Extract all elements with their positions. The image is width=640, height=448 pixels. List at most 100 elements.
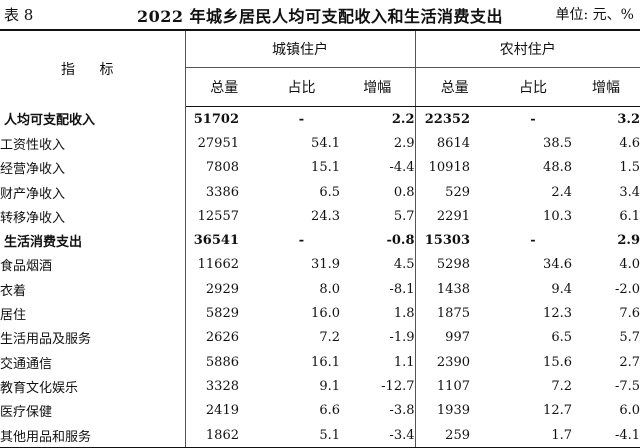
rural-growth-cell: 4.6 <box>619 135 640 151</box>
urban-growth-cell: 0.8 <box>393 184 415 200</box>
urban-share-cell: 16.1 <box>311 354 340 370</box>
urban-share-cell: 16.0 <box>311 306 340 322</box>
table-row: 食品烟酒 11662 31.9 4.5 5298 34.6 4.0 <box>0 252 640 278</box>
table-row: 财产净收入 3386 6.5 0.8 529 2.4 3.4 <box>0 179 640 205</box>
rural-total-header: 总量 <box>414 67 494 107</box>
urban-share-cell: 7.2 <box>319 330 340 346</box>
title-bar: 表 8 2022 年城乡居民人均可支配收入和生活消费支出 单位: 元、% <box>0 0 640 28</box>
table-row: 生活用品及服务 2626 7.2 -1.9 997 6.5 5.7 <box>0 325 640 350</box>
urban-share-cell: 6.5 <box>319 184 340 200</box>
unit-label: 单位: 元、% <box>555 7 634 23</box>
table-row: 工资性收入 27951 54.1 2.9 8614 38.5 4.6 <box>0 131 640 156</box>
urban-total-cell: 2419 <box>205 403 239 419</box>
rural-share-cell: 12.7 <box>543 403 572 419</box>
urban-share-cell: 15.1 <box>311 160 340 176</box>
row-label: 财产净收入 <box>0 179 186 205</box>
urban-share-cell: 9.1 <box>319 378 340 394</box>
row-label: 工资性收入 <box>0 131 186 156</box>
rural-growth-cell: -2.0 <box>614 281 640 297</box>
rural-total-cell: 997 <box>414 325 494 350</box>
urban-share-cell: - <box>298 111 305 127</box>
rural-share-cell: 10.3 <box>543 208 572 224</box>
urban-growth-cell: -1.9 <box>389 330 415 346</box>
urban-total-cell: 36541 <box>193 233 239 249</box>
urban-total-header: 总量 <box>185 67 263 107</box>
row-label: 教育文化娱乐 <box>0 374 186 399</box>
rural-total-cell: 1438 <box>414 277 494 302</box>
rural-total-cell: 10918 <box>414 155 494 180</box>
urban-growth-cell: 2.9 <box>393 135 415 151</box>
urban-growth-cell: -12.7 <box>381 378 415 394</box>
rural-share-cell: 2.4 <box>551 184 572 200</box>
rural-share-cell: - <box>530 233 536 249</box>
row-label: 交通通信 <box>0 349 186 375</box>
urban-share-cell: 6.6 <box>319 403 340 419</box>
rural-share-cell: 7.2 <box>551 378 572 394</box>
urban-total-cell: 2626 <box>205 330 239 346</box>
rural-total-cell: 1939 <box>414 398 494 423</box>
urban-total-cell: 2929 <box>205 281 239 297</box>
row-label: 生活消费支出 <box>0 228 186 253</box>
urban-growth-cell: 4.5 <box>393 257 415 273</box>
table-row: 交通通信 5886 16.1 1.1 2390 15.6 2.7 <box>0 349 640 375</box>
rural-growth-cell: -7.5 <box>614 378 640 394</box>
indicator-header: 指 标 <box>0 29 186 107</box>
urban-growth-cell: -4.4 <box>389 160 415 176</box>
rural-total-cell: 1875 <box>414 301 494 326</box>
rural-growth-cell: 2.9 <box>617 233 640 249</box>
row-label: 经营净收入 <box>0 155 186 180</box>
rural-total-cell: 2390 <box>414 349 494 375</box>
urban-total-cell: 11662 <box>197 257 239 273</box>
rural-total-cell: 259 <box>414 422 494 448</box>
urban-total-cell: 3328 <box>205 378 239 394</box>
table-row: 生活消费支出 36541 - -0.8 15303 - 2.9 <box>0 228 640 253</box>
urban-total-cell: 5886 <box>205 354 239 370</box>
urban-growth-cell: -0.8 <box>386 233 415 249</box>
rural-total-cell: 8614 <box>414 131 494 156</box>
urban-share-cell: 54.1 <box>311 135 340 151</box>
table-body: 人均可支配收入 51702 - 2.2 22352 - 3.2 工资性收入 27951 54.1 2… <box>0 106 640 448</box>
rural-growth-cell: -4.1 <box>572 422 640 448</box>
urban-growth-cell: 2.2 <box>391 111 415 127</box>
row-label: 生活用品及服务 <box>0 325 186 350</box>
rural-share-cell: 34.6 <box>543 257 572 273</box>
rural-share-cell: 9.4 <box>551 281 572 297</box>
row-label: 人均可支配收入 <box>0 106 186 132</box>
rural-share-cell: 48.8 <box>543 160 572 176</box>
rural-total-cell: 1107 <box>414 374 494 399</box>
urban-total-cell: 7808 <box>205 160 239 176</box>
row-label: 居住 <box>0 301 186 326</box>
rural-share-cell: 15.6 <box>543 354 572 370</box>
rural-growth-cell: 6.0 <box>619 403 640 419</box>
rural-share-header: 占比 <box>494 67 572 107</box>
table-row: 经营净收入 7808 15.1 -4.4 10918 48.8 1.5 <box>0 155 640 180</box>
rural-total-cell: 529 <box>414 179 494 205</box>
urban-total-cell: 3386 <box>205 184 239 200</box>
row-label: 医疗保健 <box>0 398 186 423</box>
table-row: 教育文化娱乐 3328 9.1 -12.7 1107 7.2 -7.5 <box>0 374 640 399</box>
row-label: 衣着 <box>0 277 186 302</box>
table-row: 衣着 2929 8.0 -8.1 1438 9.4 -2.0 <box>0 277 640 302</box>
table-number: 表 8 <box>4 6 34 24</box>
urban-growth-cell: -3.8 <box>389 403 415 419</box>
rural-growth-header: 增幅 <box>572 67 640 107</box>
statistics-table: 指 标 城镇住户 农村住户 总量 占比 增幅 总量 占比 增幅 人均可支配收入 5… <box>0 29 640 448</box>
table-row: 其他用品和服务 1862 5.1 -3.4 259 1.7 -4.1 <box>0 422 640 448</box>
urban-share-cell: 8.0 <box>319 281 340 297</box>
rural-share-cell: 6.5 <box>551 330 572 346</box>
rural-total-cell: 15303 <box>414 228 494 253</box>
rural-growth-cell: 5.7 <box>619 330 640 346</box>
table-row: 转移净收入 12557 24.3 5.7 2291 10.3 6.1 <box>0 204 640 229</box>
urban-total-cell: 27951 <box>197 135 239 151</box>
rural-growth-cell: 7.6 <box>619 306 640 322</box>
urban-share-header: 占比 <box>263 67 340 107</box>
urban-growth-cell: -8.1 <box>389 281 415 297</box>
urban-total-cell: 1862 <box>185 422 263 448</box>
rural-total-cell: 5298 <box>414 252 494 278</box>
urban-growth-cell: 5.7 <box>393 208 415 224</box>
row-label: 转移净收入 <box>0 204 186 229</box>
rural-share-cell: 12.3 <box>543 306 572 322</box>
urban-share-cell: 24.3 <box>311 208 340 224</box>
urban-header: 城镇住户 <box>185 29 415 68</box>
urban-growth-cell: 1.8 <box>393 306 415 322</box>
